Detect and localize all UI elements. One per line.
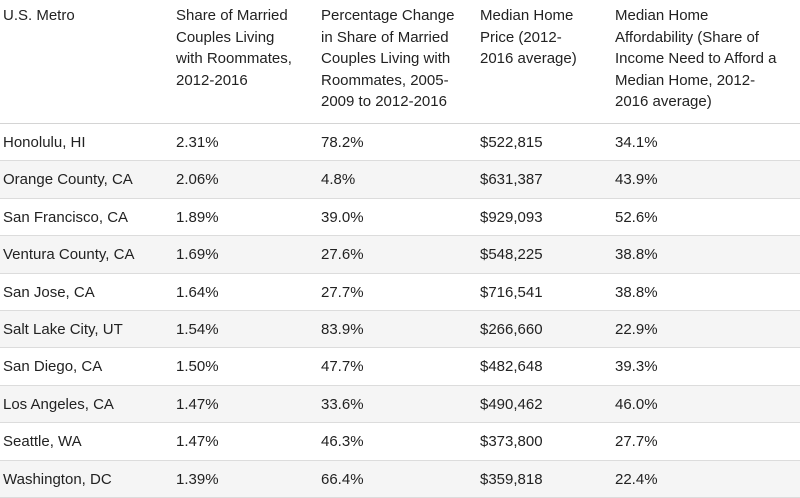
price-cell: $490,462: [480, 395, 543, 413]
header-line: Median Home: [615, 7, 709, 24]
header-line: with Roommates,: [176, 50, 292, 67]
affordability-cell: 22.4%: [615, 470, 658, 488]
header-median-home-affordability: Median Home Affordability (Share of Income…: [615, 5, 797, 113]
share-cell: 1.89%: [176, 208, 219, 226]
share-cell: 2.06%: [176, 171, 219, 189]
header-line: Couples Living with: [321, 50, 451, 67]
price-cell: $359,818: [480, 470, 543, 488]
price-cell: $716,541: [480, 283, 543, 301]
share-cell: 1.54%: [176, 321, 219, 338]
change-cell: 27.7%: [321, 283, 364, 301]
affordability-cell: 34.1%: [615, 134, 658, 151]
header-line: Income Need to Afford a: [615, 50, 777, 67]
header-us-metro: U.S. Metro: [3, 5, 163, 27]
table-row: Orange County, CA 2.06% 4.8% $631,387 43.9%: [0, 161, 800, 199]
price-cell: $266,660: [480, 321, 543, 338]
affordability-cell: 46.0%: [615, 395, 658, 413]
change-cell: 33.6%: [321, 395, 364, 413]
price-cell: $548,225: [480, 246, 543, 264]
header-line: 2016 average): [615, 93, 712, 110]
table-row: San Jose, CA 1.64% 27.7% $716,541 38.8%: [0, 273, 800, 311]
table-row: Washington, DC 1.39% 66.4% $359,818 22.4%: [0, 460, 800, 498]
header-line: Couples Living: [176, 28, 275, 46]
table-row: Seattle, WA 1.47% 46.3% $373,800 27.7%: [0, 423, 800, 461]
header-line: U.S. Metro: [3, 7, 75, 24]
affordability-cell: 38.8%: [615, 246, 658, 264]
header-line: 2016 average): [480, 50, 577, 67]
header-line: Roommates, 2005-: [321, 71, 449, 89]
price-cell: $522,815: [480, 134, 543, 151]
affordability-cell: 27.7%: [615, 433, 658, 451]
table-row: Salt Lake City, UT 1.54% 83.9% $266,660 22.9…: [0, 311, 800, 349]
table-row: Honolulu, HI 2.31% 78.2% $522,815 34.1%: [0, 124, 800, 162]
metro-cell: Los Angeles, CA: [3, 395, 114, 413]
share-cell: 2.31%: [176, 134, 219, 151]
affordability-cell: 39.3%: [615, 358, 658, 376]
change-cell: 78.2%: [321, 134, 364, 151]
metro-cell: Honolulu, HI: [3, 134, 86, 151]
table-row: Ventura County, CA 1.69% 27.6% $548,225 38.8…: [0, 236, 800, 274]
header-median-home-price: Median Home Price (2012- 2016 average): [480, 5, 605, 70]
metro-cell: Orange County, CA: [3, 171, 133, 189]
metro-cell: San Diego, CA: [3, 358, 103, 376]
header-line: 2009 to 2012-2016: [321, 93, 447, 110]
header-line: in Share of Married: [321, 28, 449, 46]
metro-cell: San Francisco, CA: [3, 208, 129, 226]
share-cell: 1.39%: [176, 470, 219, 488]
price-cell: $482,648: [480, 358, 543, 376]
header-share-married-roommates: Share of Married Couples Living with Roomm…: [176, 5, 311, 91]
share-cell: 1.50%: [176, 358, 219, 376]
table-row: San Francisco, CA 1.89% 39.0% $929,093 52.6%: [0, 198, 800, 237]
change-cell: 46.3%: [321, 433, 364, 451]
header-line: Percentage Change: [321, 7, 455, 24]
metro-cell: Ventura County, CA: [3, 246, 135, 264]
header-line: Median Home, 2012-: [615, 71, 756, 89]
price-cell: $373,800: [480, 433, 543, 451]
header-percentage-change: Percentage Change in Share of Married Coup…: [321, 5, 471, 113]
change-cell: 4.8%: [321, 171, 356, 189]
price-cell: $929,093: [480, 208, 543, 226]
share-cell: 1.69%: [176, 246, 219, 264]
header-line: Median Home: [480, 7, 574, 24]
change-cell: 83.9%: [321, 321, 364, 338]
share-cell: 1.47%: [176, 395, 219, 413]
table-row: San Diego, CA 1.50% 47.7% $482,648 39.3%: [0, 348, 800, 386]
share-cell: 1.64%: [176, 283, 219, 301]
header-line: Affordability (Share of: [615, 28, 759, 46]
header-line: Share of Married: [176, 7, 288, 24]
metro-cell: Salt Lake City, UT: [3, 321, 123, 338]
metro-cell: Washington, DC: [3, 470, 112, 488]
affordability-cell: 52.6%: [615, 208, 658, 226]
table-header: U.S. Metro Share of Married Couples Living…: [0, 0, 800, 124]
affordability-cell: 43.9%: [615, 171, 658, 189]
change-cell: 27.6%: [321, 246, 364, 264]
price-cell: $631,387: [480, 171, 543, 189]
share-cell: 1.47%: [176, 433, 219, 451]
metro-cell: San Jose, CA: [3, 283, 95, 301]
affordability-cell: 22.9%: [615, 321, 658, 338]
affordability-cell: 38.8%: [615, 283, 658, 301]
change-cell: 47.7%: [321, 358, 364, 376]
change-cell: 66.4%: [321, 470, 364, 488]
header-line: Price (2012-: [480, 28, 562, 46]
change-cell: 39.0%: [321, 208, 364, 226]
header-line: 2012-2016: [176, 71, 248, 89]
metro-cell: Seattle, WA: [3, 433, 82, 451]
table-row: Los Angeles, CA 1.47% 33.6% $490,462 46.0%: [0, 385, 800, 424]
